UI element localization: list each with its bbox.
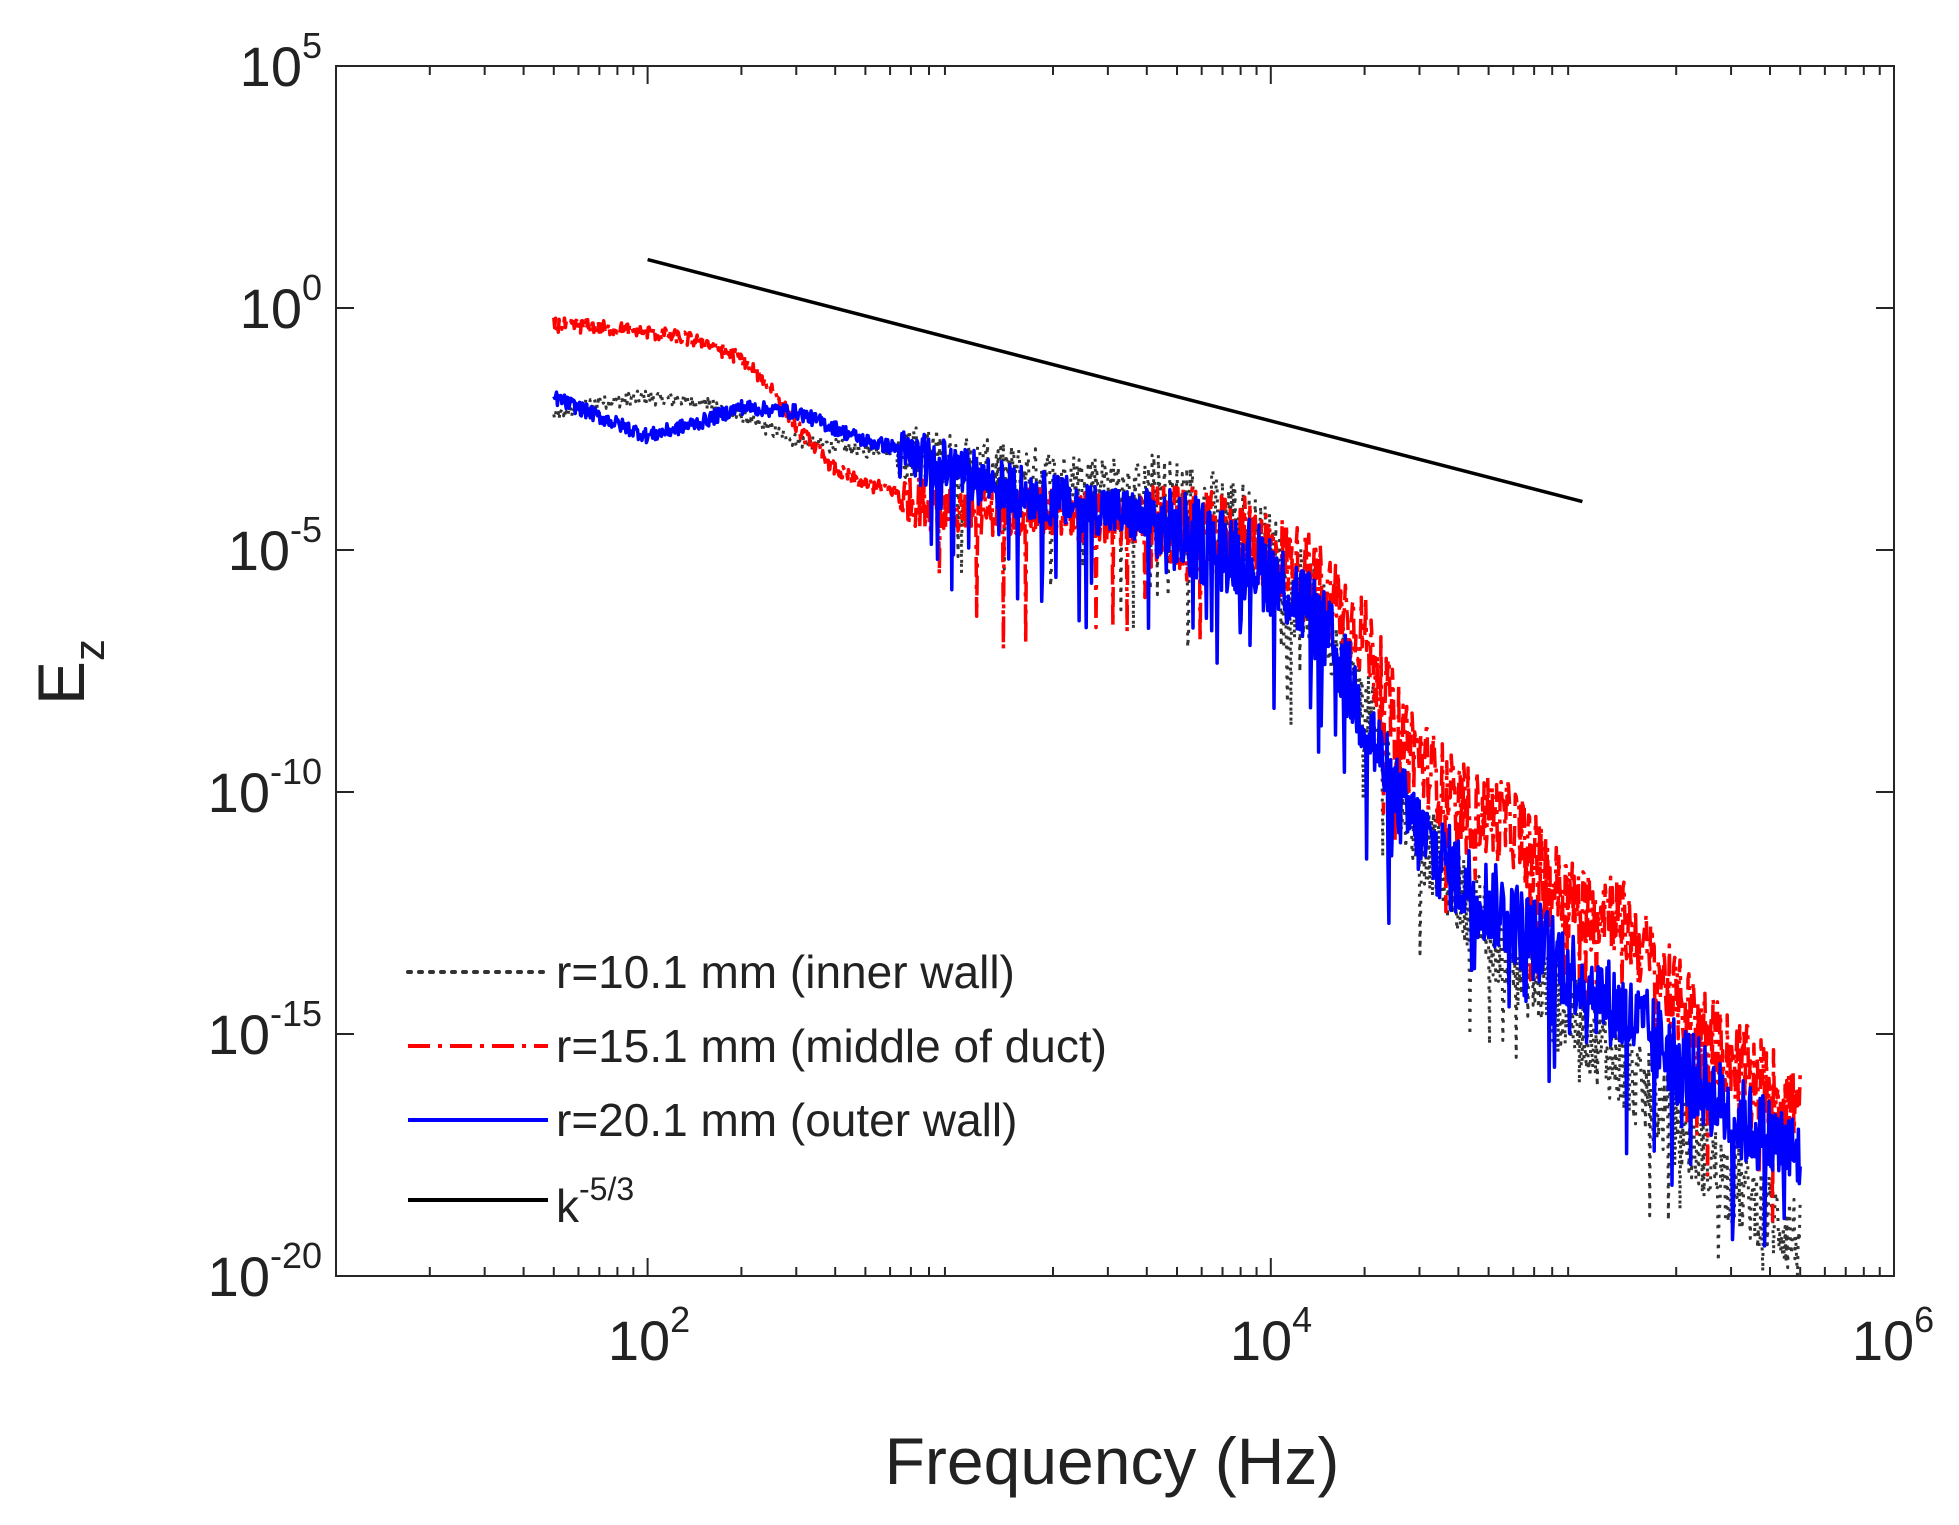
y-tick-label: 10-20	[208, 1235, 322, 1308]
y-tick-label: 100	[240, 267, 322, 340]
series-layer	[552, 257, 1802, 1276]
legend-label-k-slope: k-5/3	[556, 1171, 634, 1232]
plot-frame	[335, 65, 1895, 1277]
y-tick-label: 105	[240, 25, 322, 98]
minor-ticks	[428, 66, 1881, 1276]
y-axis-label: Ez	[24, 639, 114, 705]
x-axis-label: Frequency (Hz)	[885, 1424, 1340, 1498]
y-tick-label: 10-10	[208, 751, 322, 824]
series-line-k-slope	[647, 257, 1583, 504]
series-line-outer-wall	[552, 390, 1802, 1248]
legend-label-outer-wall: r=20.1 mm (outer wall)	[556, 1094, 1017, 1146]
x-tick-label: 106	[1852, 1299, 1934, 1372]
y-tick-label: 10-5	[228, 509, 322, 582]
major-ticks	[336, 65, 1895, 1277]
series-line-middle-duct	[552, 316, 1802, 1223]
x-tick-label: 104	[1230, 1299, 1312, 1372]
x-tick-label: 102	[608, 1299, 690, 1372]
y-tick-label: 10-15	[208, 993, 322, 1066]
legend-label-middle-duct: r=15.1 mm (middle of duct)	[556, 1020, 1107, 1072]
legend: r=10.1 mm (inner wall) r=15.1 mm (middle…	[406, 946, 1107, 1232]
legend-label-inner-wall: r=10.1 mm (inner wall)	[556, 946, 1015, 998]
